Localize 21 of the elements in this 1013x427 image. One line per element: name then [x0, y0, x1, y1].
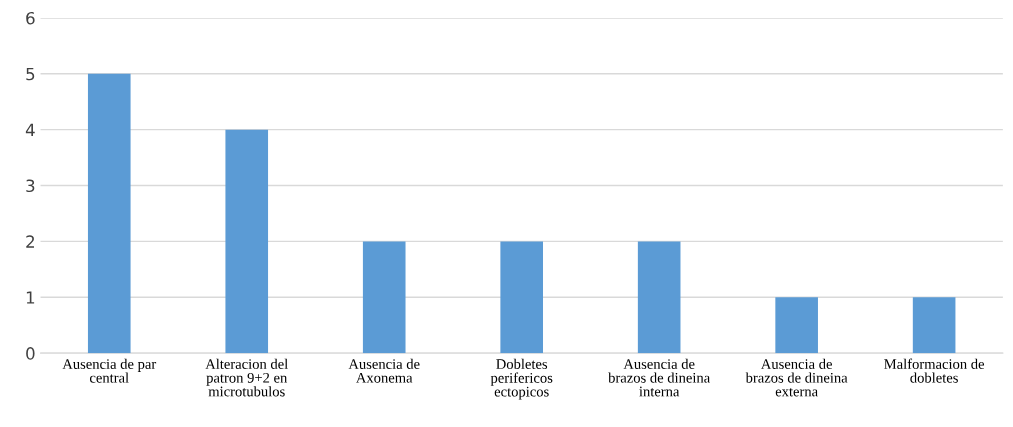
bar	[775, 297, 818, 354]
y-tick-label: 5	[26, 67, 35, 81]
x-tick-label: Malformacion de dobletes	[884, 358, 985, 383]
y-tick-label: 1	[26, 291, 35, 304]
y-tick-label: 6	[26, 11, 35, 25]
bar	[912, 297, 956, 354]
x-tick-label: Dobletes perifericos ectopicos	[490, 358, 553, 400]
x-tick-label: Ausencia de Axonema	[348, 358, 420, 383]
bar	[362, 241, 406, 354]
x-tick-label: Ausencia de par central	[62, 358, 157, 383]
bar	[637, 241, 681, 354]
bar	[225, 129, 269, 354]
y-tick-label: 0	[26, 347, 35, 360]
x-tick-label: Ausencia de brazos de dineina interna	[608, 358, 710, 397]
y-tick-label: 3	[26, 179, 35, 193]
bar	[500, 241, 543, 354]
y-tick-label: 4	[25, 123, 35, 136]
x-tick-label: Ausencia de brazos de dineina externa	[745, 358, 848, 397]
y-tick-label: 2	[26, 235, 34, 248]
x-tick-label: Alteracion del patron 9+2 en microtubulos	[205, 358, 288, 397]
bar	[87, 73, 131, 354]
